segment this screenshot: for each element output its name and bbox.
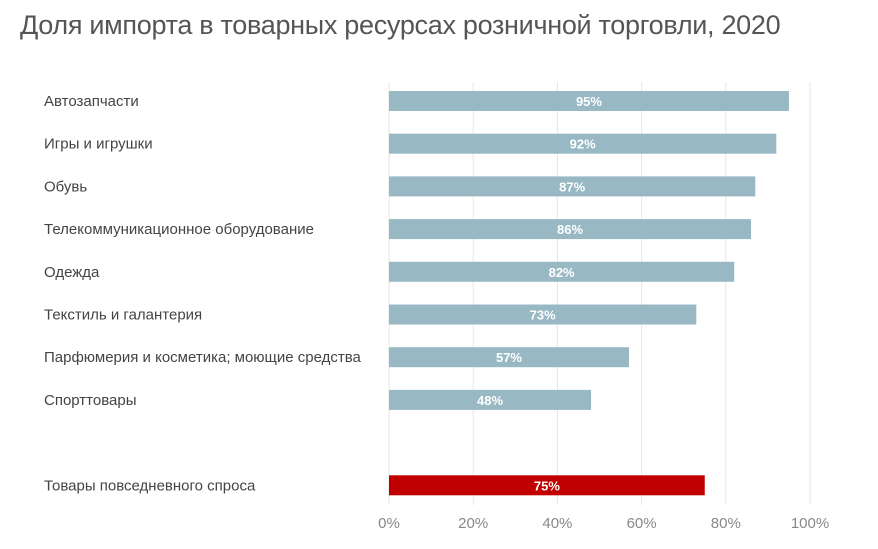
data-label: 95% xyxy=(576,94,602,109)
data-label: 92% xyxy=(570,137,596,152)
x-tick-label: 20% xyxy=(458,515,488,532)
bar xyxy=(389,389,592,410)
x-tick-label: 60% xyxy=(627,515,657,532)
bar xyxy=(389,133,777,154)
bar xyxy=(389,176,756,197)
x-tick-label: 80% xyxy=(711,515,741,532)
bar xyxy=(389,219,752,240)
data-label: 48% xyxy=(477,393,503,408)
x-tick-label: 100% xyxy=(791,515,829,532)
category-label: Парфюмерия и косметика; моющие средства xyxy=(44,349,362,366)
data-label: 75% xyxy=(534,478,560,493)
category-label: Одежда xyxy=(44,264,100,281)
data-label: 82% xyxy=(549,265,575,280)
category-label: Текстиль и галантерия xyxy=(44,307,202,324)
category-label: Товары повседневного спроса xyxy=(44,477,256,494)
category-label: Игры и игрушки xyxy=(44,136,153,153)
data-label: 87% xyxy=(559,179,585,194)
category-label: Обувь xyxy=(44,178,87,195)
bar xyxy=(389,475,705,496)
category-label: Автозапчасти xyxy=(44,93,139,110)
chart-title: Доля импорта в товарных ресурсах розничн… xyxy=(20,10,781,40)
data-label: 57% xyxy=(496,350,522,365)
x-tick-label: 40% xyxy=(542,515,572,532)
bar xyxy=(389,91,789,111)
data-label: 86% xyxy=(557,222,583,237)
bar xyxy=(389,304,697,325)
category-label: Спорттовары xyxy=(44,392,137,409)
data-label: 73% xyxy=(530,308,556,323)
bar xyxy=(389,261,735,282)
x-tick-label: 0% xyxy=(378,515,400,532)
bar xyxy=(389,347,629,368)
category-label: Телекоммуникационное оборудование xyxy=(44,221,314,238)
